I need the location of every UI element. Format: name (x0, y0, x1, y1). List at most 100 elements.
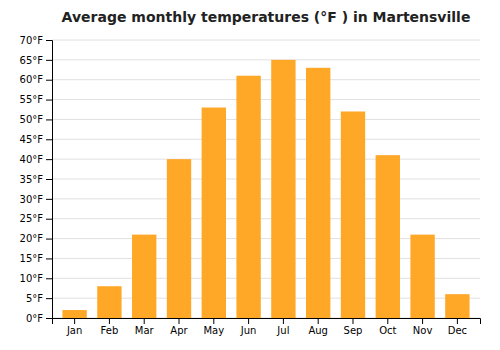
tick-label: May (203, 325, 224, 336)
tick-mark (46, 278, 52, 279)
bar (410, 235, 434, 318)
x-tick: Sep (344, 318, 363, 336)
x-tick: May (203, 318, 224, 336)
y-tick: 15°F (20, 253, 52, 264)
y-tick: 0°F (26, 313, 52, 324)
grid (52, 40, 480, 318)
tick-label: 35°F (20, 174, 44, 185)
y-tick: 40°F (20, 154, 52, 165)
grid-line (52, 198, 480, 199)
bar (376, 155, 400, 318)
tick-label: Feb (101, 325, 119, 336)
tick-mark (46, 159, 52, 160)
tick-label: Aug (308, 325, 328, 336)
tick-mark (213, 318, 214, 324)
y-tick: 60°F (20, 74, 52, 85)
x-axis: Jan Feb Mar Apr May Jun Jul Aug Sep Oct Nov Dec (53, 318, 481, 336)
y-tick: 25°F (20, 213, 52, 224)
bars (62, 60, 469, 318)
y-tick: 10°F (20, 273, 52, 284)
grid-line (52, 40, 480, 41)
tick-mark (46, 318, 52, 319)
x-tick: Dec (448, 318, 467, 336)
tick-mark (74, 318, 75, 324)
tick-label: Dec (448, 325, 467, 336)
y-tick: 35°F (20, 174, 52, 185)
y-tick: 45°F (20, 134, 52, 145)
tick-label: 50°F (20, 114, 44, 125)
y-tick: 70°F (20, 35, 52, 46)
x-tick: Jun (240, 318, 257, 336)
tick-label: 65°F (20, 55, 44, 66)
grid-line (52, 139, 480, 140)
bar (202, 108, 226, 318)
bar (132, 235, 156, 318)
tick-mark (387, 318, 388, 324)
bar (236, 76, 260, 318)
axis-line (46, 41, 53, 319)
tick-mark (46, 199, 52, 200)
x-tick: Jan (66, 318, 82, 336)
tick-mark (352, 318, 353, 324)
tick-label: Apr (170, 325, 188, 336)
tick-mark (46, 258, 52, 259)
bar (445, 294, 469, 318)
tick-mark (179, 318, 180, 324)
x-tick: Feb (101, 318, 119, 336)
tick-mark (422, 318, 423, 324)
plot: 0°F 5°F 10°F 15°F 20°F 25°F 30°F 35°F 40°F 45°F 50… (20, 35, 481, 336)
tick-label: Jul (276, 325, 289, 336)
grid-line (52, 79, 480, 80)
chart: 0°F 5°F 10°F 15°F 20°F 25°F 30°F 35°F 40°F 45°F 50… (0, 0, 500, 350)
tick-label: 30°F (20, 194, 44, 205)
tick-mark (318, 318, 319, 324)
bar (62, 310, 86, 318)
grid-line (52, 59, 480, 60)
grid-line (52, 99, 480, 100)
tick-mark (46, 139, 52, 140)
tick-mark (46, 179, 52, 180)
tick-mark (46, 80, 52, 81)
tick-label: Mar (135, 325, 155, 336)
bar (167, 159, 191, 318)
y-tick: 30°F (20, 194, 52, 205)
tick-mark (46, 219, 52, 220)
tick-label: Oct (379, 325, 396, 336)
y-tick: 5°F (26, 293, 52, 304)
tick-label: Sep (344, 325, 363, 336)
tick-label: Nov (413, 325, 433, 336)
y-tick: 65°F (20, 55, 52, 66)
grid-line (52, 218, 480, 219)
tick-label: 0°F (26, 313, 43, 324)
tick-label: 45°F (20, 134, 44, 145)
tick-label: Jun (240, 325, 257, 336)
tick-mark (457, 318, 458, 324)
tick-label: 25°F (20, 213, 44, 224)
tick-mark (144, 318, 145, 324)
tick-label: Jan (66, 325, 82, 336)
x-tick: Mar (135, 318, 155, 336)
tick-mark (109, 318, 110, 324)
x-tick: Nov (413, 318, 433, 336)
x-tick: Jul (276, 318, 289, 336)
grid-line (52, 119, 480, 120)
tick-mark (46, 40, 52, 41)
bar (341, 111, 365, 318)
y-tick: 50°F (20, 114, 52, 125)
axis-line (53, 319, 481, 325)
tick-label: 20°F (20, 233, 44, 244)
tick-mark (46, 298, 52, 299)
tick-label: 5°F (26, 293, 43, 304)
tick-mark (46, 100, 52, 101)
x-tick: Aug (308, 318, 328, 336)
tick-mark (46, 119, 52, 120)
grid-line (52, 159, 480, 160)
bar (306, 68, 330, 318)
title: Average monthly temperatures (°F ) in Ma… (62, 9, 471, 25)
tick-mark (283, 318, 284, 324)
y-tick: 20°F (20, 233, 52, 244)
x-tick: Oct (379, 318, 396, 336)
tick-label: 10°F (20, 273, 44, 284)
tick-mark (46, 239, 52, 240)
bar (271, 60, 295, 318)
